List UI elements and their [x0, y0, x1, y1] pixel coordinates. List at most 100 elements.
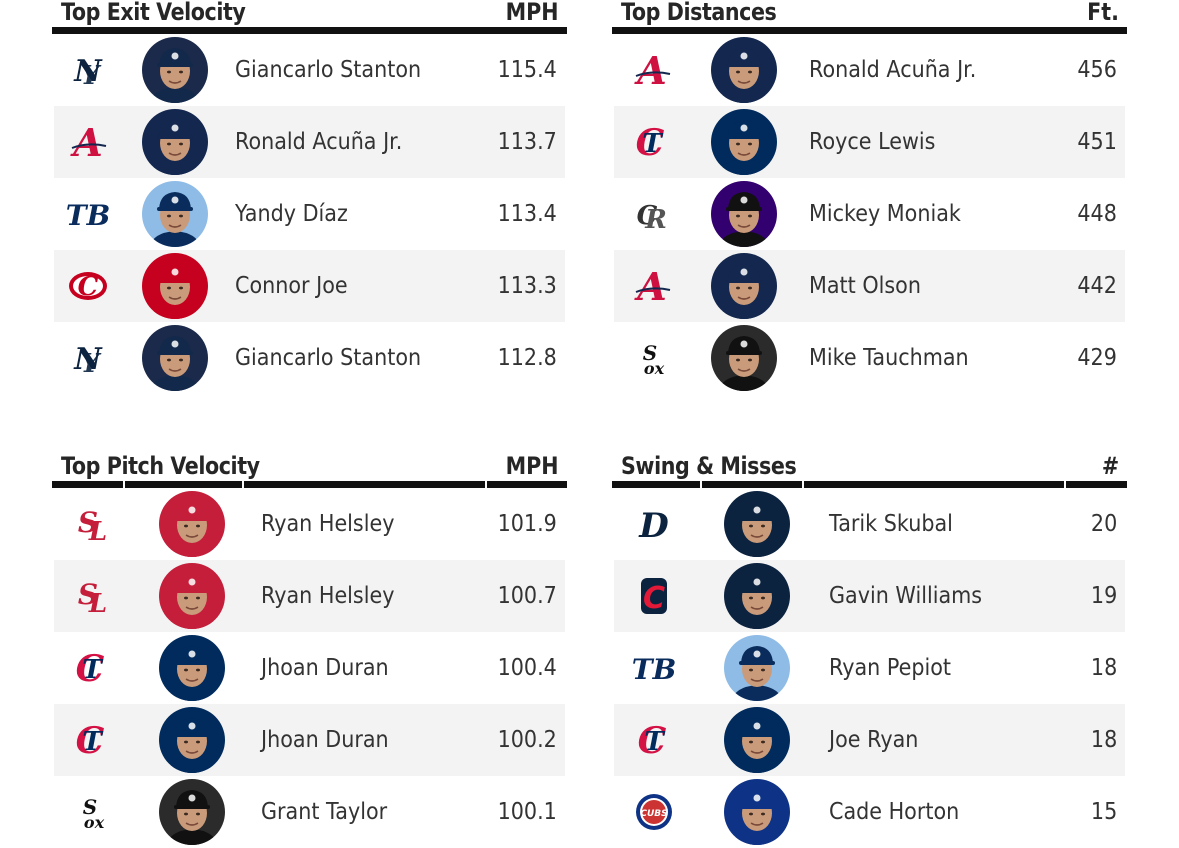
player-name: Yandy Díaz	[235, 201, 348, 227]
stat-value: 113.3	[497, 273, 557, 299]
svg-text:L: L	[88, 589, 107, 616]
stat-value: 101.9	[497, 511, 557, 537]
player-headshot	[142, 37, 208, 103]
stat-value: 115.4	[497, 57, 557, 83]
stat-value: 456	[1077, 57, 1117, 83]
svg-text:S: S	[83, 795, 97, 819]
player-headshot	[724, 635, 790, 701]
stat-value: 19	[1090, 583, 1117, 609]
player-headshot	[159, 635, 225, 701]
board-header: Top Exit Velocity MPH	[52, 0, 567, 34]
rays-logo-icon: TB	[58, 194, 118, 234]
player-headshot	[724, 563, 790, 629]
svg-text:Y: Y	[81, 349, 102, 378]
player-headshot	[724, 779, 790, 845]
player-name: Ryan Helsley	[261, 511, 395, 537]
stat-value: 448	[1077, 201, 1117, 227]
player-name: Ryan Helsley	[261, 583, 395, 609]
reds-logo-icon: C	[58, 266, 118, 306]
leaderboard-row: TB Ryan Pepiot 18	[614, 632, 1125, 704]
player-headshot	[159, 563, 225, 629]
player-headshot	[711, 253, 777, 319]
svg-text:N: N	[73, 342, 103, 377]
player-name: Matt Olson	[809, 273, 921, 299]
svg-text:C: C	[78, 272, 99, 302]
stat-value: 113.7	[497, 129, 557, 155]
player-name: Jhoan Duran	[261, 727, 389, 753]
guardians-logo-icon: C	[624, 576, 684, 616]
player-name: Mickey Moniak	[809, 201, 961, 227]
rays-logo-icon: TB	[624, 648, 684, 688]
stat-value: 112.8	[497, 345, 557, 371]
svg-text:T: T	[644, 727, 665, 757]
svg-text:C: C	[76, 648, 105, 688]
player-name: Gavin Williams	[829, 583, 983, 609]
leaderboard-row: TB Yandy Díaz 113.4	[54, 178, 565, 250]
svg-text:S: S	[78, 506, 98, 539]
svg-text:C: C	[76, 720, 105, 760]
svg-text:C: C	[643, 581, 665, 616]
leaderboard-row: C Connor Joe 113.3	[54, 250, 565, 322]
board-unit: Ft.	[1087, 0, 1119, 26]
braves-logo-icon: A	[58, 122, 118, 162]
svg-text:TB: TB	[632, 653, 676, 686]
braves-logo-icon: A	[622, 266, 682, 306]
player-name: Tarik Skubal	[829, 511, 953, 537]
player-headshot	[711, 109, 777, 175]
player-name: Giancarlo Stanton	[235, 57, 422, 83]
svg-text:ox: ox	[84, 813, 105, 832]
stat-value: 451	[1077, 129, 1117, 155]
player-headshot	[142, 325, 208, 391]
board-unit: MPH	[506, 452, 559, 480]
svg-text:A: A	[70, 122, 102, 162]
stat-value: 18	[1090, 655, 1117, 681]
stat-value: 15	[1090, 799, 1117, 825]
player-name: Jhoan Duran	[261, 655, 389, 681]
board-title: Top Pitch Velocity	[61, 452, 260, 480]
player-headshot	[159, 779, 225, 845]
player-headshot	[724, 491, 790, 557]
player-headshot	[711, 181, 777, 247]
board-header: Swing & Misses #	[612, 452, 1127, 488]
stat-value: 429	[1077, 345, 1117, 371]
svg-text:A: A	[634, 50, 666, 90]
svg-text:T: T	[642, 129, 663, 159]
stat-value: 100.2	[497, 727, 557, 753]
player-headshot	[711, 325, 777, 391]
leaderboard-row: D Tarik Skubal 20	[614, 488, 1125, 560]
stat-value: 100.4	[497, 655, 557, 681]
stat-value: 442	[1077, 273, 1117, 299]
stat-value: 100.1	[497, 799, 557, 825]
player-headshot	[159, 707, 225, 773]
svg-text:Y: Y	[81, 61, 102, 90]
board-unit: #	[1101, 452, 1119, 480]
player-name: Ronald Acuña Jr.	[235, 129, 403, 155]
board-title: Swing & Misses	[621, 452, 797, 480]
svg-text:A: A	[634, 266, 666, 306]
leaderboard-row: CUBS Cade Horton 15	[614, 776, 1125, 848]
svg-text:C: C	[636, 122, 665, 162]
player-headshot	[142, 181, 208, 247]
player-name: Joe Ryan	[829, 727, 919, 753]
player-headshot	[142, 253, 208, 319]
stat-value: 20	[1090, 511, 1117, 537]
